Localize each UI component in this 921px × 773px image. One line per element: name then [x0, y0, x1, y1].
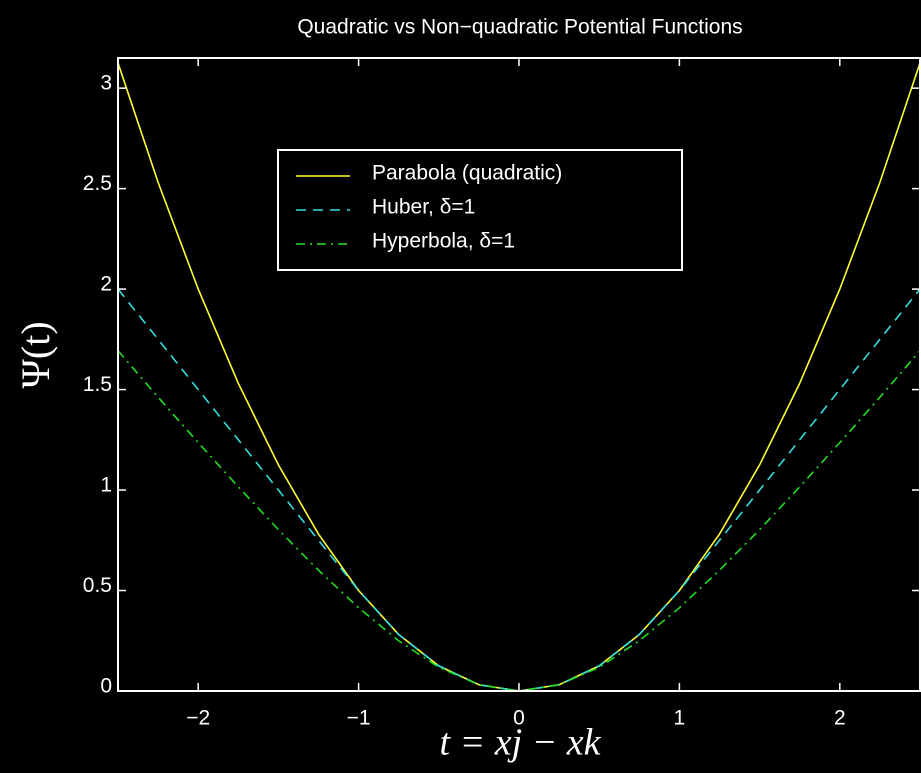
legend-box: [277, 149, 683, 271]
y-tick-label: 0.5: [83, 574, 112, 597]
y-tick-label: 2: [100, 273, 112, 296]
legend-label: Hyperbola, δ=1: [372, 230, 515, 253]
y-tick-label: 0: [100, 675, 112, 698]
x-axis-label: t = xj − xk: [440, 722, 602, 764]
y-axis-label: Ψ(t): [13, 321, 58, 388]
x-tick-label: −1: [347, 707, 371, 730]
y-tick-label: 1: [100, 474, 112, 497]
chart-title: Quadratic vs Non−quadratic Potential Fun…: [297, 16, 742, 39]
y-tick-label: 1.5: [83, 373, 112, 396]
y-tick-label: 2.5: [83, 172, 112, 195]
legend-label: Parabola (quadratic): [372, 162, 562, 185]
x-tick-label: 1: [674, 707, 686, 730]
legend-label: Huber, δ=1: [372, 196, 475, 219]
y-tick-label: 3: [100, 72, 112, 95]
x-tick-label: 2: [834, 707, 846, 730]
x-tick-label: −2: [186, 707, 210, 730]
x-tick-label: 0: [513, 707, 525, 730]
